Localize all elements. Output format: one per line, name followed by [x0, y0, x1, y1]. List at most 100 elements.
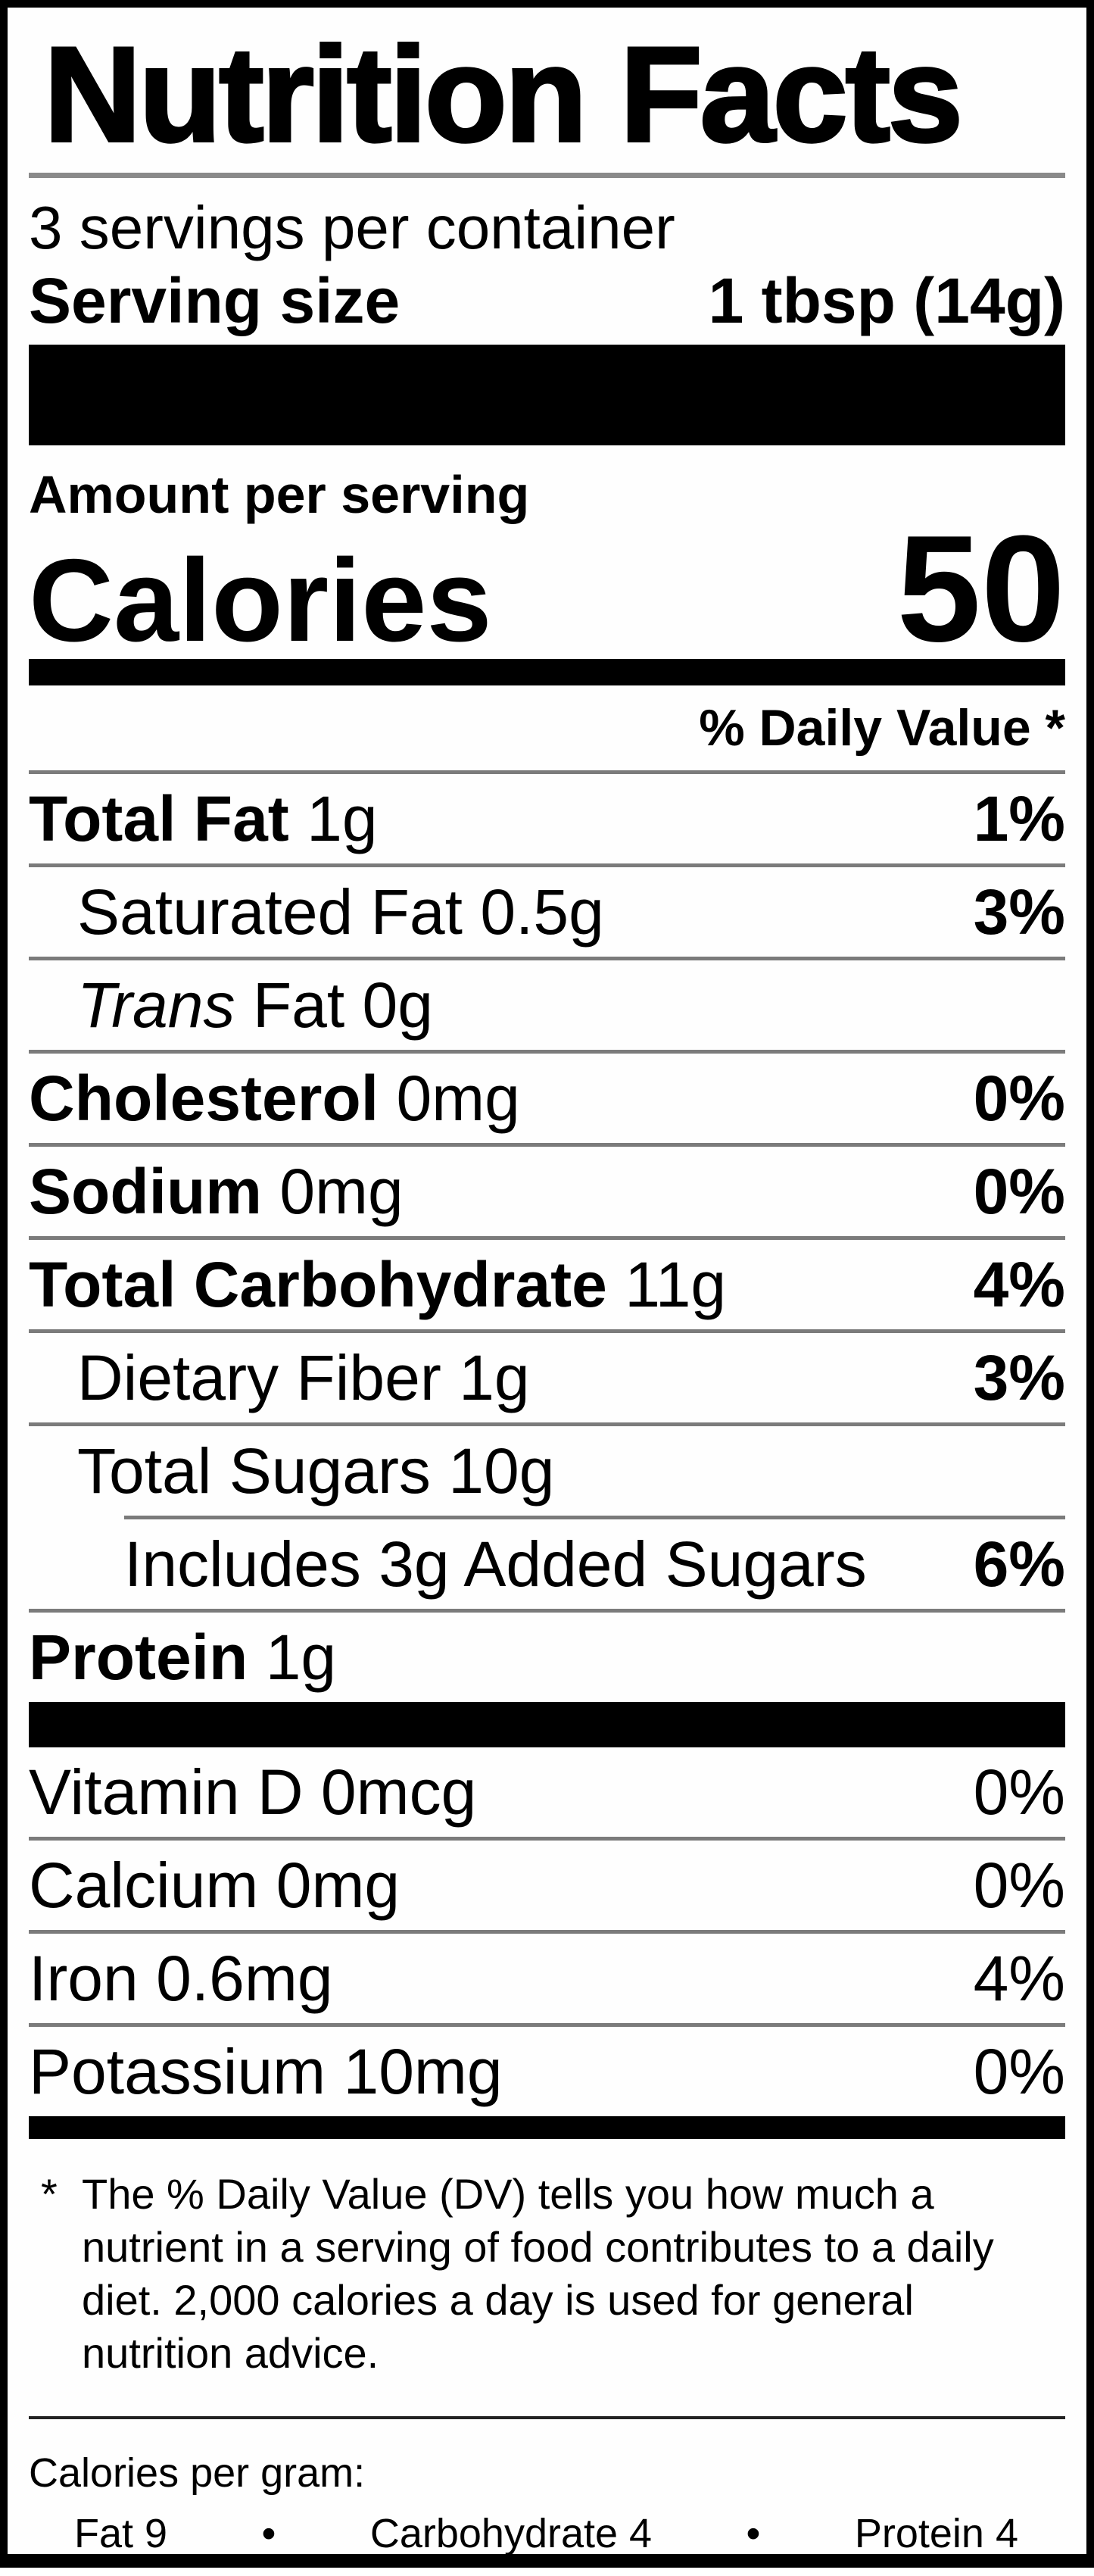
vitamin-percent: 0%: [973, 1850, 1065, 1921]
row-divider: [124, 1516, 1065, 1519]
nutrient-name: Cholesterol: [29, 1063, 379, 1134]
row-divider: [29, 1236, 1065, 1240]
nutrient-amount: 0mg: [396, 1063, 520, 1134]
row-divider: [29, 1837, 1065, 1841]
serving-size-value: 1 tbsp (14g): [708, 265, 1065, 336]
bullet-icon: •: [261, 2511, 276, 2556]
nutrient-amount: 11g: [625, 1249, 727, 1320]
nutrient-percent: 0%: [973, 1156, 1065, 1227]
nutrient-name: Saturated Fat: [77, 876, 463, 948]
row-divider: [29, 1609, 1065, 1613]
vitamin-percent: 0%: [973, 2036, 1065, 2107]
title-rule: [29, 173, 1065, 178]
calories-per-gram-heading: Calories per gram:: [29, 2450, 366, 2496]
nutrient-text: Trans Fat 0g: [77, 973, 433, 1037]
serving-size-row: Serving size 1 tbsp (14g): [29, 269, 1065, 333]
nutrient-row: Sodium 0mg 0%: [29, 1147, 1065, 1236]
row-divider: [29, 957, 1065, 960]
calories-label: Calories: [29, 535, 492, 666]
amount-per-serving: Amount per serving: [29, 465, 530, 524]
medium-bar-calories: [29, 659, 1065, 685]
vitamin-row: Iron 0.6mg 4%: [29, 1934, 1065, 2023]
nutrient-row: Saturated Fat 0.5g 3%: [29, 867, 1065, 957]
vitamin-row: Vitamin D 0mcg 0%: [29, 1747, 1065, 1837]
nutrient-row: Includes 3g Added Sugars 6%: [29, 1519, 1065, 1609]
thick-bar-serving: [29, 345, 1065, 445]
footer-divider: [29, 2416, 1065, 2419]
row-divider: [29, 1930, 1065, 1934]
nutrient-percent: 1%: [973, 783, 1065, 854]
nutrient-text: Protein 1g: [29, 1625, 336, 1689]
nutrient-row: Cholesterol 0mg 0%: [29, 1054, 1065, 1143]
nutrient-percent: 6%: [973, 1528, 1065, 1600]
vitamin-name: Vitamin D 0mcg: [29, 1756, 477, 1828]
calories-row: Calories 50: [29, 504, 1065, 673]
row-divider: [29, 1050, 1065, 1054]
nutrient-text: Saturated Fat 0.5g: [77, 880, 604, 944]
label-title: Nutrition Facts: [42, 19, 965, 170]
nutrient-name: Sodium: [29, 1156, 262, 1227]
row-divider: [29, 1422, 1065, 1426]
cpg-item-carbohydrate: Carbohydrate 4: [369, 2511, 653, 2556]
nutrient-name: Trans: [77, 970, 235, 1041]
nutrient-row: Protein 1g: [29, 1613, 1065, 1702]
nutrient-row: Total Carbohydrate 11g 4%: [29, 1240, 1065, 1329]
bottom-bar: [8, 2554, 1086, 2568]
nutrient-amount: 0.5g: [480, 876, 604, 948]
vitamin-name: Iron 0.6mg: [29, 1943, 333, 2014]
vitamin-name: Calcium 0mg: [29, 1850, 401, 1921]
nutrient-amount: 10g: [448, 1435, 555, 1507]
daily-value-header: % Daily Value *: [699, 699, 1065, 757]
nutrient-name: Total Fat: [29, 783, 289, 854]
nutrient-name: Includes 3g Added Sugars: [124, 1528, 867, 1600]
nutrient-amount: 0mg: [279, 1156, 404, 1227]
nutrient-amount: 1g: [459, 1342, 530, 1413]
nutrient-text: Dietary Fiber 1g: [77, 1346, 530, 1410]
nutrient-row: Total Sugars 10g: [29, 1426, 1065, 1516]
nutrient-text: Sodium 0mg: [29, 1160, 404, 1223]
nutrient-percent: 4%: [973, 1249, 1065, 1320]
nutrient-row: Trans Fat 0g: [29, 960, 1065, 1050]
nutrient-row: Dietary Fiber 1g 3%: [29, 1333, 1065, 1422]
vitamin-row: Potassium 10mg 0%: [29, 2027, 1065, 2116]
serving-size-label: Serving size: [29, 265, 401, 336]
nutrient-percent: 3%: [973, 1342, 1065, 1413]
nutrient-text: Includes 3g Added Sugars: [124, 1532, 867, 1596]
nutrient-text: Cholesterol 0mg: [29, 1066, 520, 1130]
nutrient-percent: 0%: [973, 1063, 1065, 1134]
nutrient-row: Total Fat 1g 1%: [29, 774, 1065, 863]
footnote-asterisk: *: [41, 2170, 58, 2218]
vitamin-percent: 4%: [973, 1943, 1065, 2014]
nutrient-text: Total Carbohydrate 11g: [29, 1253, 726, 1316]
row-divider: [29, 1329, 1065, 1333]
calories-value: 50: [896, 504, 1065, 673]
header-divider: [29, 770, 1065, 774]
cpg-item-protein: Protein 4: [854, 2511, 1018, 2556]
vitamin-name: Potassium 10mg: [29, 2036, 503, 2107]
vitamin-percent: 0%: [973, 1756, 1065, 1828]
row-divider: [29, 1143, 1065, 1147]
cpg-item-fat: Fat 9: [74, 2511, 168, 2556]
thick-bar-vitamins: [29, 2116, 1065, 2139]
bullet-icon: •: [746, 2511, 761, 2556]
footnote-text: The % Daily Value (DV) tells you how muc…: [82, 2170, 994, 2377]
vitamin-row: Calcium 0mg 0%: [29, 1841, 1065, 1930]
vitamin-rows: Vitamin D 0mcg 0% Calcium 0mg 0% Iron 0.6mg 4…: [29, 1747, 1065, 2116]
nutrient-name: Total Sugars: [77, 1435, 431, 1507]
servings-per-container: 3 servings per container: [29, 194, 675, 261]
nutrient-text: Total Sugars 10g: [77, 1439, 554, 1503]
calories-per-gram-items: Fat 9 • Carbohydrate 4 • Protein 4: [29, 2513, 1065, 2554]
row-divider: [29, 2023, 1065, 2027]
nutrient-name: Protein: [29, 1622, 248, 1693]
footnote: * The % Daily Value (DV) tells you how m…: [29, 2168, 1065, 2380]
row-divider: [29, 863, 1065, 867]
thick-bar-protein: [29, 1702, 1065, 1747]
nutrient-rows: Total Fat 1g 1% Saturated Fat 0.5g 3% Trans …: [29, 774, 1065, 1702]
nutrient-amount: 1g: [265, 1622, 337, 1693]
nutrient-amount: 1g: [307, 783, 378, 854]
nutrient-name: Total Carbohydrate: [29, 1249, 607, 1320]
nutrient-percent: 3%: [973, 876, 1065, 948]
nutrient-amount: Fat 0g: [252, 970, 433, 1041]
nutrient-text: Total Fat 1g: [29, 787, 378, 851]
